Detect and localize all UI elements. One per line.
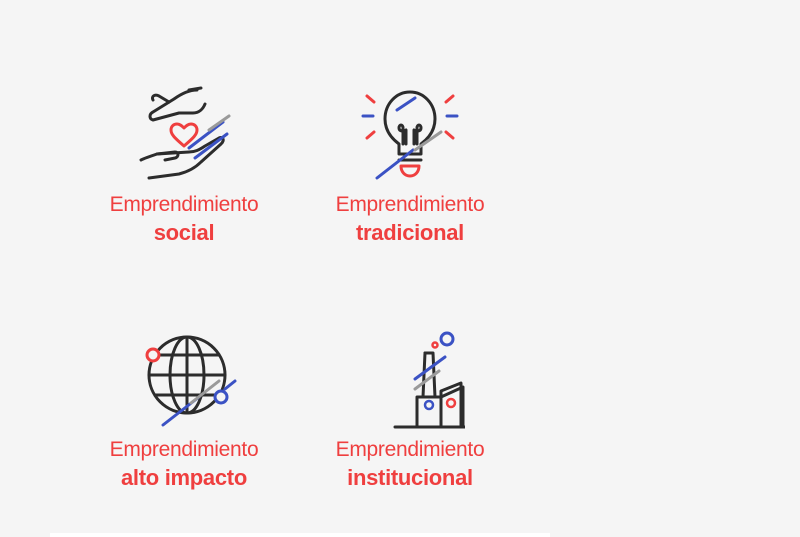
hands-heart-icon xyxy=(139,86,231,180)
factory-icon xyxy=(393,331,465,429)
card-alto-impacto[interactable]: Emprendimiento alto impacto xyxy=(74,327,294,493)
globe-icon xyxy=(145,335,237,427)
card-tradicional-subtitle: tradicional xyxy=(356,220,464,245)
card-institucional-subtitle: institucional xyxy=(347,465,473,490)
bottom-divider xyxy=(50,533,550,537)
card-institucional[interactable]: Emprendimiento institucional xyxy=(300,327,520,493)
card-social-subtitle: social xyxy=(153,220,215,245)
card-tradicional[interactable]: Emprendimiento tradicional xyxy=(300,82,520,248)
card-tradicional-title: Emprendimiento xyxy=(335,193,485,216)
card-alto-impacto-title: Emprendimiento xyxy=(109,438,259,461)
card-social-title: Emprendimiento xyxy=(109,193,259,216)
lightbulb-icon xyxy=(361,90,459,180)
card-alto-impacto-subtitle: alto impacto xyxy=(121,465,247,490)
card-institucional-title: Emprendimiento xyxy=(335,438,485,461)
card-social[interactable]: Emprendimiento social xyxy=(74,82,294,248)
